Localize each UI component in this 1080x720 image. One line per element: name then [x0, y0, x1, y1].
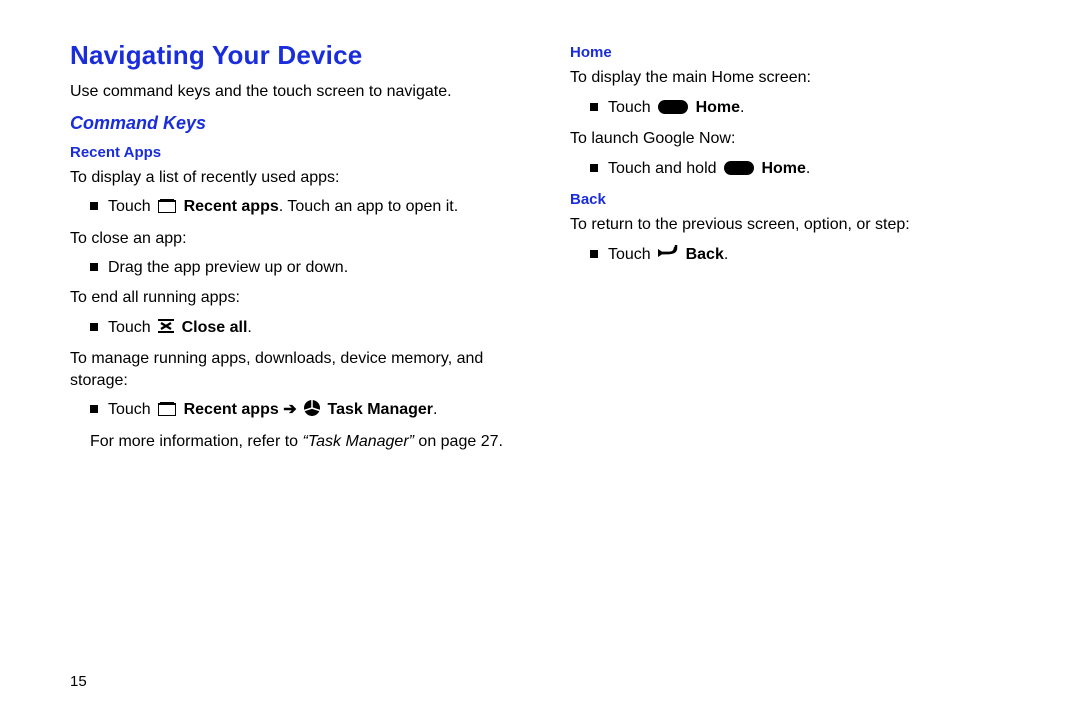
li-content: Touch Close all. — [108, 317, 252, 341]
recent-p1: To display a list of recently used apps: — [70, 167, 530, 189]
text: . — [433, 401, 437, 418]
manual-page: Navigating Your Device Use command keys … — [0, 0, 1080, 720]
recent-p4: To manage running apps, downloads, devic… — [70, 348, 530, 391]
bullet-icon — [90, 405, 98, 413]
li-content: Touch Recent apps ➔ — [108, 399, 437, 423]
text: Touch — [608, 246, 655, 263]
section-command-keys: Command Keys — [70, 113, 530, 134]
subsection-home: Home — [570, 44, 1030, 61]
recent-apps-icon — [158, 198, 176, 220]
back-p1: To return to the previous screen, option… — [570, 214, 1030, 236]
two-column-layout: Navigating Your Device Use command keys … — [70, 40, 1030, 459]
bullet-icon — [590, 250, 598, 258]
reference-italic: “Task Manager” — [303, 433, 414, 450]
bullet-icon — [90, 323, 98, 331]
bold: Recent apps — [184, 401, 279, 418]
bold: Recent apps — [184, 198, 279, 215]
back-li1: Touch Back. — [590, 244, 1030, 268]
home-button-icon — [658, 99, 688, 121]
text: on page 27. — [414, 433, 503, 450]
home-li2: Touch and hold Home. — [590, 158, 1030, 182]
text: . — [806, 160, 810, 177]
text: Touch — [108, 401, 155, 418]
bold: Home — [696, 99, 740, 116]
bullet-icon — [590, 164, 598, 172]
home-p1: To display the main Home screen: — [570, 67, 1030, 89]
bold: Home — [761, 160, 805, 177]
bullet-icon — [90, 263, 98, 271]
bold: Close all — [182, 319, 248, 336]
text: Touch — [108, 319, 155, 336]
right-column: Home To display the main Home screen: To… — [570, 40, 1030, 459]
bullet-icon — [590, 103, 598, 111]
home-p2: To launch Google Now: — [570, 128, 1030, 150]
intro-text: Use command keys and the touch screen to… — [70, 81, 530, 103]
recent-li4: Touch Recent apps ➔ — [90, 399, 530, 423]
close-all-icon — [158, 318, 174, 341]
recent-apps-icon — [158, 401, 176, 423]
text: For more information, refer to — [90, 433, 303, 450]
li-content: Touch Home. — [608, 97, 745, 121]
bullet-icon — [90, 202, 98, 210]
page-title: Navigating Your Device — [70, 40, 530, 71]
text: Touch — [608, 99, 655, 116]
text: Touch and hold — [608, 160, 721, 177]
subsection-back: Back — [570, 191, 1030, 208]
li-content: Touch Back. — [608, 244, 728, 268]
bold: Task Manager — [328, 401, 434, 418]
subsection-recent-apps: Recent Apps — [70, 144, 530, 161]
text: . — [247, 319, 251, 336]
bold: Back — [686, 246, 724, 263]
li-content: Touch and hold Home. — [608, 158, 810, 182]
text: Touch — [108, 198, 155, 215]
recent-li2: Drag the app preview up or down. — [90, 257, 530, 279]
text: . — [724, 246, 728, 263]
li-content: Touch Recent apps. Touch an app to open … — [108, 196, 458, 220]
back-icon — [658, 245, 678, 268]
recent-p2: To close an app: — [70, 228, 530, 250]
arrow: ➔ — [283, 401, 301, 418]
recent-li3: Touch Close all. — [90, 317, 530, 341]
page-number: 15 — [70, 673, 87, 690]
recent-p3: To end all running apps: — [70, 287, 530, 309]
text: . — [740, 99, 744, 116]
task-manager-icon — [304, 400, 320, 423]
li-content: Drag the app preview up or down. — [108, 257, 348, 279]
home-li1: Touch Home. — [590, 97, 1030, 121]
home-button-icon — [724, 160, 754, 182]
text: . Touch an app to open it. — [279, 198, 458, 215]
recent-p5: For more information, refer to “Task Man… — [90, 431, 530, 453]
left-column: Navigating Your Device Use command keys … — [70, 40, 530, 459]
recent-li1: Touch Recent apps. Touch an app to open … — [90, 196, 530, 220]
